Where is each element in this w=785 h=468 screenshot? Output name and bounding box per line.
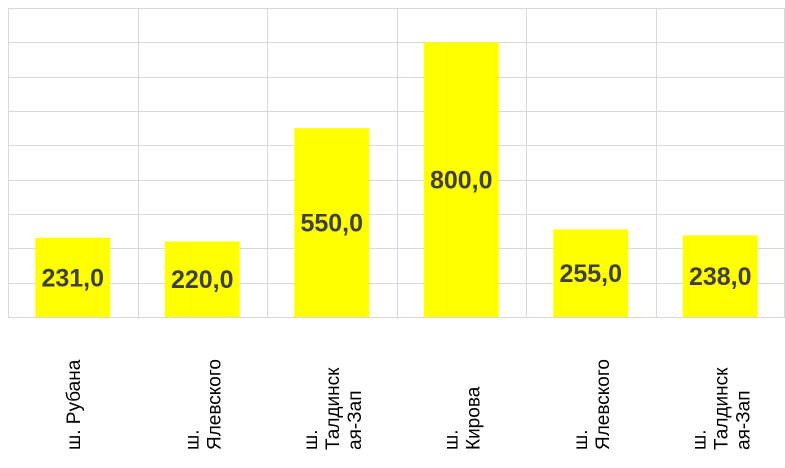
bar	[164, 241, 240, 317]
category-tick-label: ш.Кирова	[441, 386, 484, 450]
data-label: 550,0	[300, 210, 363, 238]
category-tick-label-line: Ялевского	[593, 359, 614, 450]
data-label: 231,0	[41, 264, 104, 292]
category-tick-label-line: Кирова	[463, 386, 484, 450]
category-tick-label: ш.Талдинская-Зап	[689, 367, 754, 450]
bar	[553, 229, 629, 317]
grid	[8, 8, 785, 318]
category-tick-label-line: ая-Зап	[345, 390, 366, 450]
category-tick-label: ш.Ялевского	[182, 359, 225, 450]
category-tick-label-line: Талдинск	[711, 367, 732, 450]
bars	[35, 42, 758, 317]
data-label: 238,0	[689, 263, 752, 291]
category-tick-label: ш.Талдинская-Зап	[301, 367, 366, 450]
category-tick-label-line: ш.	[301, 429, 322, 450]
data-label: 800,0	[430, 167, 493, 195]
category-tick-label-line: Ялевского	[204, 359, 225, 450]
category-tick-label-line: ш.	[182, 429, 203, 450]
data-label: 220,0	[171, 266, 234, 294]
bar	[294, 128, 370, 317]
category-tick-labels: ш. Рубана ш.Ялевского ш.Талдинская-Зап ш.Ки…	[64, 359, 755, 450]
category-tick-label-line: ш. Рубана	[64, 359, 85, 450]
category-tick-label: ш.Ялевского	[571, 359, 614, 450]
category-tick-label-line: Талдинск	[323, 367, 344, 450]
category-tick-label-line: ш.	[571, 429, 592, 450]
data-label: 255,0	[559, 260, 622, 288]
category-tick-label-line: ая-Зап	[733, 390, 754, 450]
category-tick-label: ш. Рубана	[64, 359, 85, 450]
bar	[423, 42, 499, 317]
data-labels: 231,0 220,0 550,0 800,0 255,0 238,0	[41, 167, 751, 295]
category-tick-label-line: ш.	[441, 429, 462, 450]
category-tick-label-line: ш.	[689, 429, 710, 450]
bar	[35, 237, 111, 317]
bar	[682, 235, 758, 317]
